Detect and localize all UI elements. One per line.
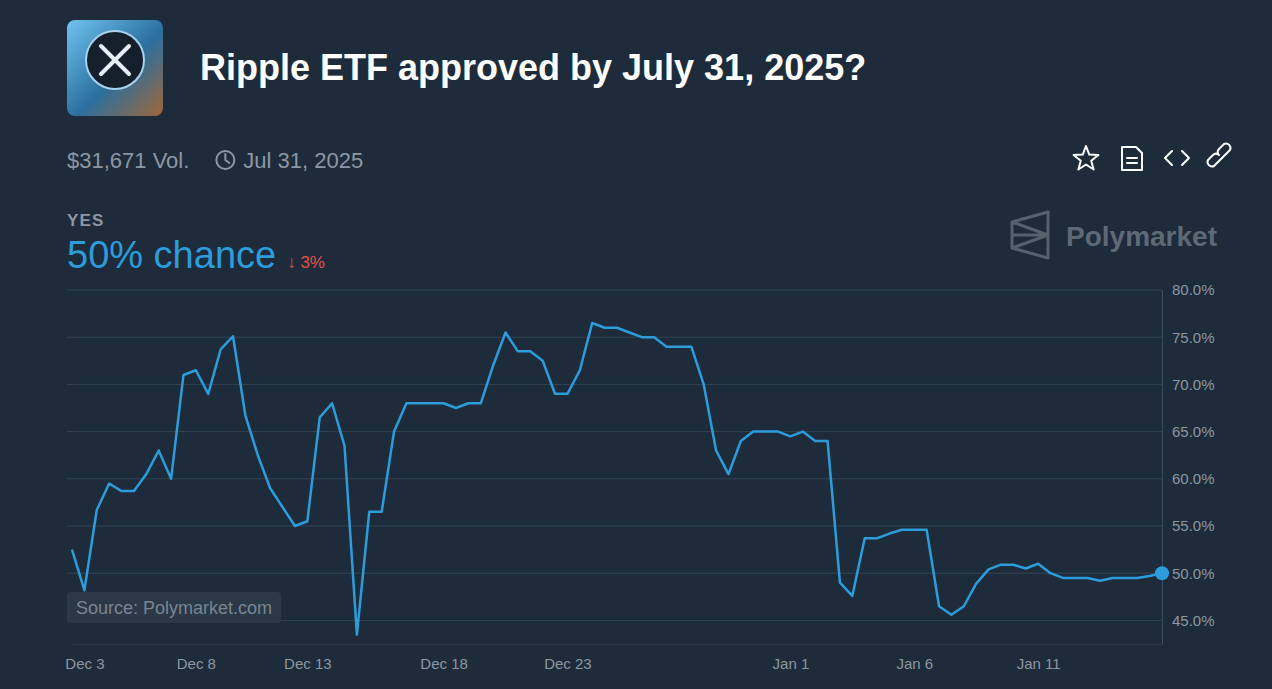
y-tick: 50.0% (1172, 565, 1215, 582)
y-tick: 80.0% (1172, 281, 1215, 298)
outcome-label: YES (67, 211, 105, 230)
icon-coin (86, 31, 144, 89)
x-tick-label: Dec 3 (65, 655, 104, 672)
x-axis-line (73, 644, 1163, 645)
y-tick: 60.0% (1172, 470, 1215, 487)
y-tick-label: 80.0% (1172, 281, 1215, 298)
y-tick-label: 50.0% (1172, 565, 1215, 582)
line-series (72, 323, 1162, 635)
action-icons (1074, 144, 1231, 170)
y-axis: 45.0% 50.0% 55.0% 60.0% 65.0% 70.0% 75.0% 80.0% (1163, 281, 1215, 644)
x-tick-label: Dec 13 (284, 655, 332, 672)
x-tick-label: Jan 11 (1017, 655, 1061, 672)
change: ↓ 3% (287, 253, 325, 272)
clock-hands (225, 154, 229, 163)
y-tick: 45.0% (1172, 612, 1215, 629)
y-axis-line (1162, 291, 1163, 645)
chance: 50% chance (67, 234, 276, 276)
y-tick: 70.0% (1172, 376, 1215, 393)
volume: $31,671 Vol. (67, 148, 189, 173)
grid-line (67, 290, 1162, 291)
y-tick-label: 45.0% (1172, 612, 1215, 629)
x-tick-label: Dec 18 (420, 655, 468, 672)
grid-line (67, 431, 1162, 432)
x-tick: Jan 1 (773, 655, 810, 672)
favorite-icon[interactable] (1074, 146, 1099, 170)
y-tick: 65.0% (1172, 423, 1215, 440)
x-tick-label: Jan 1 (773, 655, 810, 672)
link-icon[interactable] (1208, 144, 1231, 167)
source-badge: Source: Polymarket.com (67, 592, 281, 623)
background (0, 0, 1272, 689)
x-tick: Dec 23 (544, 655, 592, 672)
y-tick: 75.0% (1172, 329, 1215, 346)
x-tick: Dec 18 (420, 655, 468, 672)
source-text: Source: Polymarket.com (76, 598, 272, 618)
x-tick: Dec 13 (284, 655, 332, 672)
x-tick-label: Dec 23 (544, 655, 592, 672)
x-tick-label: Jan 6 (896, 655, 933, 672)
chart-root: Ripple ETF approved by July 31, 2025? $31… (0, 0, 1272, 689)
x-tick: Dec 3 (65, 655, 104, 672)
watermark (1012, 212, 1048, 258)
grid-line (67, 526, 1162, 527)
x-tick: Jan 11 (1017, 655, 1061, 672)
watermark-text: Polymarket (1066, 221, 1217, 252)
grid-line (67, 384, 1162, 385)
title: Ripple ETF approved by July 31, 2025? (200, 47, 866, 88)
plot-marks (72, 323, 1169, 635)
watermark-logo (1012, 212, 1048, 258)
document-icon[interactable] (1122, 147, 1142, 170)
x-tick: Dec 8 (177, 655, 216, 672)
grid-line (67, 573, 1162, 574)
grid-line (67, 478, 1162, 479)
clock-face (216, 151, 234, 169)
y-tick-label: 55.0% (1172, 517, 1215, 534)
clock-icon (216, 151, 234, 169)
y-tick-label: 65.0% (1172, 423, 1215, 440)
embed-icon[interactable] (1165, 151, 1189, 165)
y-tick-label: 60.0% (1172, 470, 1215, 487)
y-tick-label: 70.0% (1172, 376, 1215, 393)
end-date: Jul 31, 2025 (243, 148, 363, 173)
market-icon (67, 20, 163, 116)
x-axis: Dec 3 Dec 8 Dec 13 Dec 18 Dec 23 Jan 1 Jan 6 Ja… (65, 645, 1162, 672)
icon-frame (67, 20, 163, 116)
y-tick-label: 75.0% (1172, 329, 1215, 346)
x-tick-label: Dec 8 (177, 655, 216, 672)
x-tick: Jan 6 (896, 655, 933, 672)
source-box (67, 592, 281, 623)
y-tick: 55.0% (1172, 517, 1215, 534)
icon-x-symbol (101, 46, 129, 74)
end-point (1155, 566, 1169, 580)
